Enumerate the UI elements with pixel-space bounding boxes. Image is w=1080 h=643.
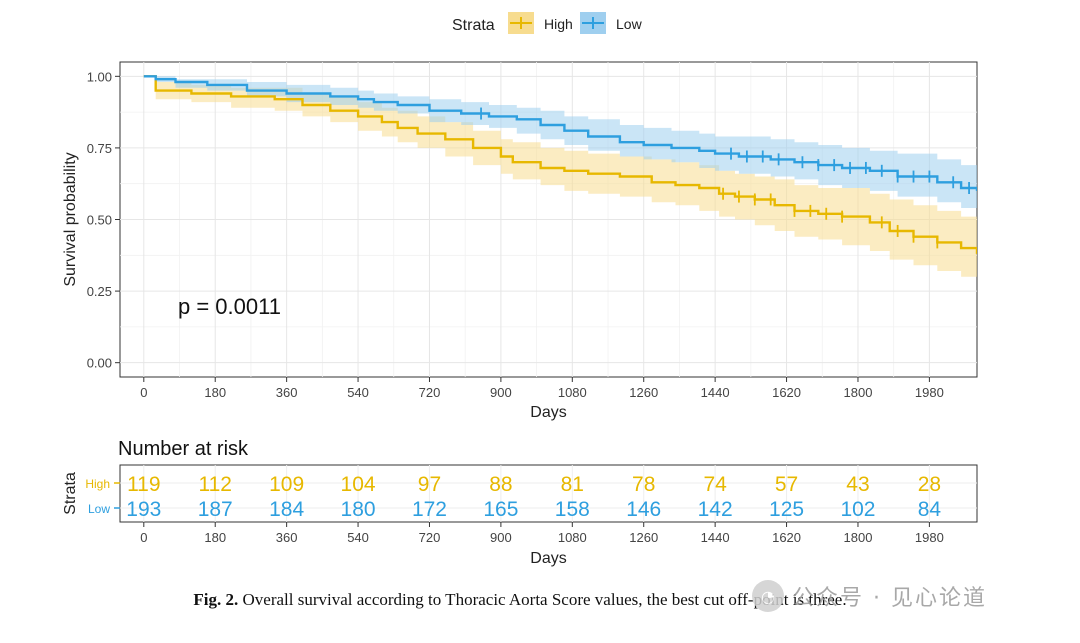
risk-table-xlabel: Days (530, 550, 566, 567)
risk-value-low: 184 (269, 498, 304, 521)
survival-figure: Strata High Low p = 0.0011 0.00 0.25 0.50 0.75 1… (62, 12, 978, 567)
risk-table-border (119, 464, 978, 523)
pvalue-label: p = 0.0011 (178, 294, 281, 319)
y-tick-label: 0.25 (87, 284, 112, 299)
x-tick-label: 0 (140, 385, 147, 400)
risk-x-tick-label: 1980 (915, 530, 944, 545)
x-tick-label: 540 (347, 385, 369, 400)
x-tick-label: 900 (490, 385, 512, 400)
risk-value-high: 88 (489, 473, 512, 496)
risk-x-tick-label: 180 (204, 530, 226, 545)
x-tick-label: 1980 (915, 385, 944, 400)
y-axis-label: Survival probability (62, 152, 79, 286)
risk-value-low: 146 (626, 498, 661, 521)
risk-value-high: 112 (198, 473, 231, 496)
risk-value-low: 84 (918, 498, 942, 521)
risk-table-ylabel: Strata (62, 472, 79, 515)
risk-value-low: 158 (555, 498, 590, 521)
x-tick-label: 360 (276, 385, 298, 400)
risk-table-title: Number at risk (118, 438, 249, 460)
risk-value-high: 109 (269, 473, 304, 496)
risk-row-label-low: Low (88, 502, 110, 516)
y-tick-label: 0.00 (87, 356, 112, 371)
watermark: ◔ 公众号 · 见心论道 (752, 580, 987, 612)
risk-value-low: 180 (341, 498, 376, 521)
risk-value-high: 28 (918, 473, 941, 496)
risk-table: Number at risk High 119 112 109 104 97 88 81 78 74… (62, 438, 978, 567)
risk-x-tick-label: 1440 (701, 530, 730, 545)
legend-item-low: Low (580, 12, 643, 34)
risk-value-high: 97 (418, 473, 441, 496)
risk-value-low: 102 (840, 498, 875, 521)
risk-value-low: 193 (126, 498, 161, 521)
risk-value-low: 142 (698, 498, 733, 521)
risk-value-high: 104 (341, 473, 376, 496)
legend-item-high: High (508, 12, 573, 34)
risk-value-low: 172 (412, 498, 447, 521)
survival-line-low (143, 75, 977, 191)
legend: Strata High Low (452, 12, 643, 34)
risk-x-tick-label: 1800 (844, 530, 873, 545)
figure-caption: Fig. 2. Overall survival according to Th… (0, 590, 1040, 610)
x-tick-label: 1440 (701, 385, 730, 400)
risk-x-tick-label: 1620 (772, 530, 801, 545)
y-tick-label: 1.00 (87, 69, 112, 84)
risk-value-high: 119 (127, 473, 160, 496)
x-tick-label: 1620 (772, 385, 801, 400)
x-tick-label: 180 (204, 385, 226, 400)
survival-curves (143, 75, 977, 283)
watermark-text: 公众号 · 见心论道 (792, 586, 987, 611)
ci-band-low (143, 76, 977, 211)
legend-title: Strata (452, 17, 495, 34)
risk-value-low: 187 (198, 498, 233, 521)
x-tick-label: 1800 (844, 385, 873, 400)
risk-value-high: 78 (632, 473, 655, 496)
risk-value-high: 74 (703, 473, 727, 496)
risk-value-high: 81 (561, 473, 584, 496)
risk-x-tick-label: 0 (140, 530, 147, 545)
x-tick-label: 1080 (558, 385, 587, 400)
caption-text: Overall survival according to Thoracic A… (242, 590, 847, 609)
y-axis: 0.00 0.25 0.50 0.75 1.00 Survival probability (62, 69, 120, 371)
risk-x-tick-label: 360 (276, 530, 298, 545)
x-axis: 0 180 360 540 720 900 1080 1260 1440 1620 1800 1980… (140, 377, 944, 421)
risk-x-tick-label: 720 (419, 530, 441, 545)
risk-x-tick-label: 1080 (558, 530, 587, 545)
risk-x-tick-label: 900 (490, 530, 512, 545)
legend-label-low: Low (616, 16, 643, 32)
y-tick-label: 0.75 (87, 141, 112, 156)
plot-panel: p = 0.0011 (119, 61, 978, 378)
survival-line-high (143, 75, 977, 254)
x-tick-label: 720 (419, 385, 441, 400)
risk-value-high: 43 (846, 473, 869, 496)
risk-x-tick-label: 540 (347, 530, 369, 545)
risk-value-low: 125 (769, 498, 804, 521)
risk-value-low: 165 (483, 498, 518, 521)
risk-x-tick-label: 1260 (629, 530, 658, 545)
ci-band-high (143, 76, 977, 283)
wechat-icon: ◔ (752, 580, 784, 612)
y-tick-label: 0.50 (87, 213, 112, 228)
risk-row-label-high: High (85, 477, 110, 491)
caption-label: Fig. 2. (193, 590, 239, 609)
x-axis-label: Days (530, 404, 566, 421)
x-tick-label: 1260 (629, 385, 658, 400)
legend-label-high: High (544, 16, 573, 32)
risk-value-high: 57 (775, 473, 798, 496)
